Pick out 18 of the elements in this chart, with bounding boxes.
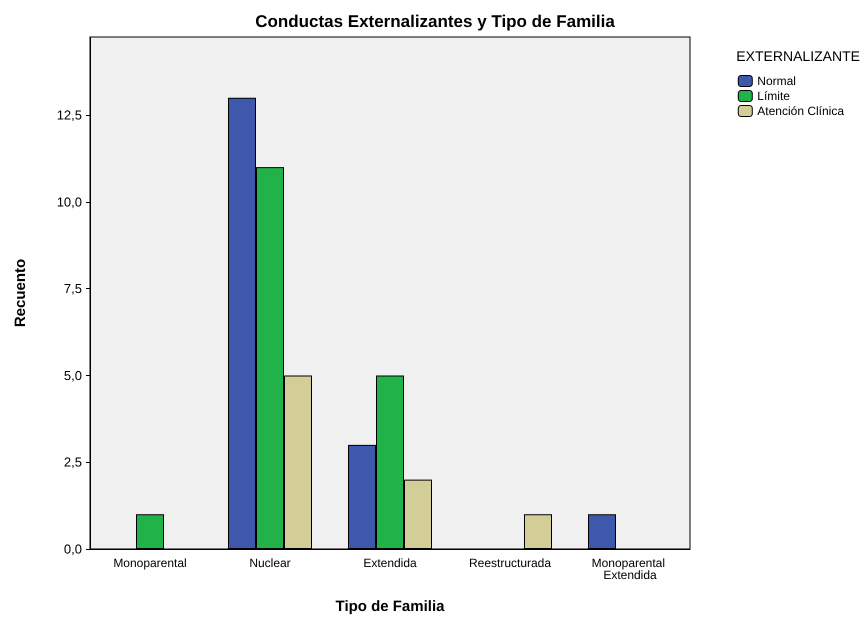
x-tick-label: Monoparental Extendida bbox=[592, 556, 668, 582]
x-tick-label: Nuclear bbox=[249, 556, 291, 570]
x-tick-label: Reestructurada bbox=[468, 556, 552, 570]
x-axis-title: Tipo de Familia bbox=[336, 598, 446, 615]
y-tick-label: 10,0 bbox=[56, 194, 82, 210]
y-tick-label: 0,0 bbox=[64, 542, 82, 556]
x-tick-label: Extendida bbox=[363, 556, 418, 570]
chart-title: Conductas Externalizantes y Tipo de Familia bbox=[255, 12, 616, 31]
legend-title: EXTERNALIZANTE bbox=[736, 48, 860, 64]
y-tick-label: 2,5 bbox=[64, 454, 82, 470]
y-axis-title: Recuento bbox=[12, 258, 29, 328]
x-tick-label: Monoparental bbox=[113, 556, 187, 570]
y-tick-label: 5,0 bbox=[64, 368, 82, 383]
legend-label: Límite bbox=[757, 89, 790, 103]
y-tick-label: 7,5 bbox=[64, 281, 82, 296]
y-tick-label: 12,5 bbox=[56, 108, 82, 123]
legend-label: Atención Clínica bbox=[757, 104, 844, 118]
legend-label: Normal bbox=[757, 74, 796, 88]
